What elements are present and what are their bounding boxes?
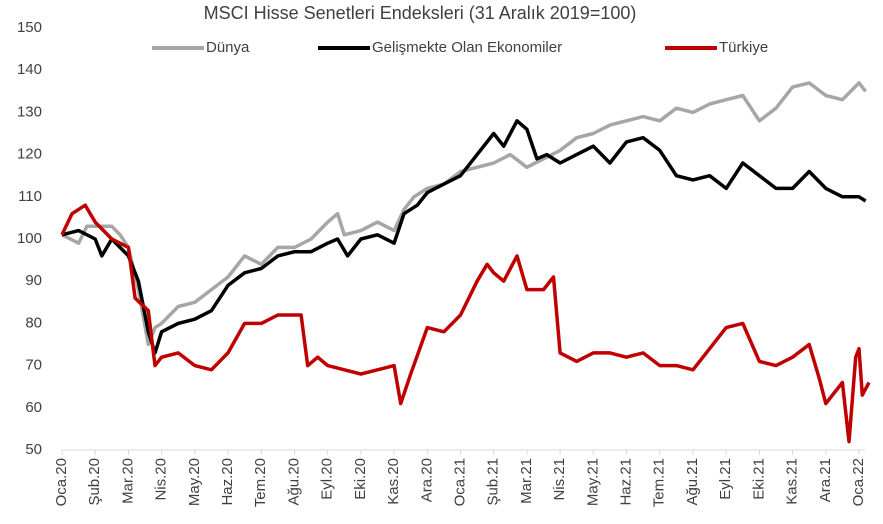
x-tick-label: May.20 [186, 458, 203, 506]
y-tick-label: 90 [25, 272, 42, 289]
x-tick-label: Oca.22 [850, 458, 867, 506]
legend-label: Gelişmekte Olan Ekonomiler [372, 39, 562, 56]
x-tick-label: Nis.21 [551, 458, 568, 501]
y-tick-label: 70 [25, 357, 42, 374]
y-tick-label: 140 [17, 61, 42, 78]
x-tick-label: Haz.20 [219, 458, 236, 506]
series-line [61, 81, 867, 347]
x-tick-label: Oca.21 [451, 458, 468, 506]
x-tick-label: Eyl.20 [319, 458, 336, 500]
x-tick-label: May.21 [584, 458, 601, 506]
x-tick-label: Nis.20 [153, 458, 170, 501]
x-tick-label: Kas.21 [784, 458, 801, 505]
y-tick-label: 100 [17, 230, 42, 247]
x-tick-label: Eki.20 [352, 458, 369, 500]
y-tick-label: 60 [25, 399, 42, 416]
chart-title: MSCI Hisse Senetleri Endeksleri (31 Aral… [204, 3, 637, 23]
legend-label: Dünya [206, 39, 250, 56]
x-tick-label: Şub.20 [86, 458, 103, 506]
x-tick-label: Ağu.21 [684, 458, 701, 506]
x-tick-label: Eyl.21 [717, 458, 734, 500]
x-tick-label: Tem.21 [651, 458, 668, 507]
x-tick-label: Mar.21 [518, 458, 535, 504]
x-tick-label: Haz.21 [618, 458, 635, 506]
y-tick-label: 110 [18, 188, 42, 205]
y-tick-label: 80 [25, 314, 42, 331]
y-tick-label: 120 [17, 146, 42, 163]
y-tick-label: 150 [17, 19, 42, 36]
x-tick-label: Kas.20 [385, 458, 402, 505]
y-tick-label: 50 [25, 441, 42, 458]
x-tick-label: Ara.21 [817, 458, 834, 502]
x-tick-label: Eki.21 [750, 458, 767, 500]
x-tick-label: Şub.21 [485, 458, 502, 506]
x-tick-label: Mar.20 [119, 458, 136, 504]
x-tick-label: Tem.20 [252, 458, 269, 507]
series-line [61, 119, 867, 355]
y-tick-label: 130 [17, 103, 42, 120]
series-line [60, 203, 871, 444]
x-tick-label: Oca.20 [53, 458, 70, 506]
x-tick-label: Ağu.20 [285, 458, 302, 506]
legend-label: Türkiye [719, 39, 768, 56]
x-tick-label: Ara.20 [418, 458, 435, 502]
